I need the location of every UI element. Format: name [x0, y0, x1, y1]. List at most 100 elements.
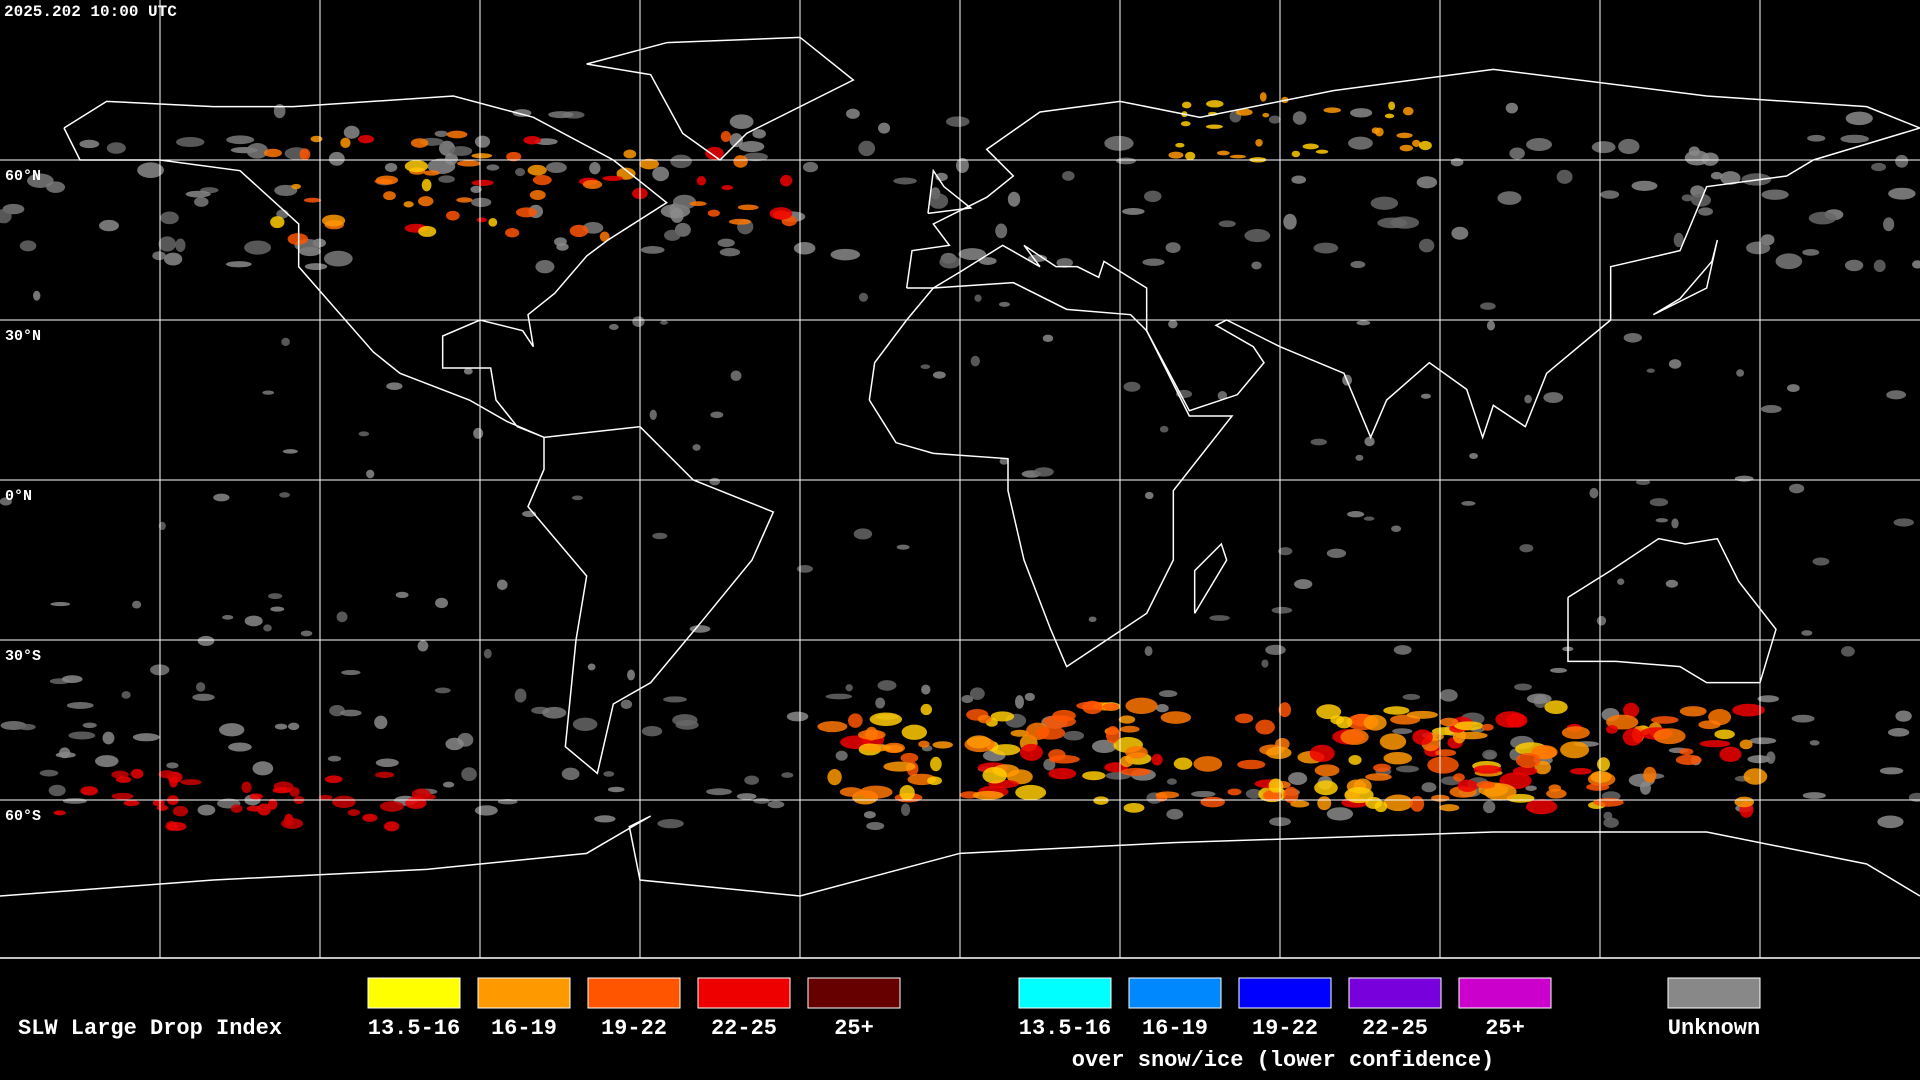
cloud	[717, 238, 735, 248]
cloud	[1291, 175, 1307, 184]
cloud	[418, 225, 437, 237]
cloud	[1144, 646, 1153, 657]
cloud	[226, 135, 255, 145]
cloud	[1010, 729, 1029, 737]
cloud	[869, 712, 903, 727]
cloud	[1893, 518, 1914, 527]
cloud	[175, 238, 186, 253]
cloud	[123, 800, 140, 807]
cloud	[230, 804, 243, 813]
cloud	[1653, 728, 1686, 745]
cloud	[130, 768, 144, 779]
legend-label: 22-25	[711, 1016, 777, 1041]
cloud	[263, 148, 282, 158]
cloud	[287, 233, 309, 245]
cloud	[404, 160, 429, 173]
cloud	[1384, 113, 1395, 119]
cloud	[1525, 799, 1558, 815]
cloud	[1288, 772, 1308, 786]
cloud	[866, 821, 885, 831]
cloud	[1082, 700, 1103, 715]
cloud	[332, 795, 356, 809]
lat-label: 60°S	[5, 808, 41, 825]
cloud	[1155, 791, 1180, 799]
cloud	[663, 696, 687, 703]
cloud	[1383, 794, 1413, 812]
cloud	[1091, 739, 1117, 754]
cloud	[1708, 708, 1732, 726]
cloud	[1314, 764, 1340, 777]
cloud	[1427, 756, 1459, 774]
cloud	[1216, 150, 1230, 156]
cloud	[1330, 715, 1345, 725]
cloud	[180, 779, 202, 786]
cloud	[1457, 779, 1478, 792]
cloud	[1556, 169, 1573, 184]
cloud	[488, 218, 498, 227]
cloud	[1643, 766, 1657, 783]
cloud	[1807, 134, 1826, 142]
legend: SLW Large Drop Index 13.5-16 16-19 19-22 22-…	[18, 977, 1761, 1073]
cloud	[1048, 755, 1080, 764]
cloud	[1519, 544, 1534, 553]
cloud	[137, 162, 164, 178]
cloud	[1373, 763, 1391, 772]
cloud	[158, 521, 166, 531]
cloud	[1278, 547, 1293, 556]
cloud	[59, 747, 71, 759]
cloud	[1209, 615, 1230, 621]
cloud	[1181, 101, 1192, 109]
cloud	[1600, 190, 1620, 199]
cloud	[1158, 690, 1178, 698]
cloud	[1623, 702, 1640, 718]
cloud	[743, 152, 769, 162]
cloud	[219, 723, 245, 737]
cloud	[1292, 111, 1307, 125]
cloud	[166, 822, 187, 831]
cloud	[1227, 788, 1242, 796]
cloud	[328, 151, 345, 166]
legend-swatch	[1238, 977, 1332, 1009]
cloud	[221, 615, 234, 620]
cloud	[1668, 359, 1682, 369]
cloud	[213, 493, 230, 502]
cloud	[1761, 189, 1789, 200]
legend-label: 13.5-16	[368, 1016, 460, 1041]
cloud	[1649, 498, 1669, 507]
grid: 60°N 30°N 0°N 30°S 60°S	[0, 0, 1920, 958]
cloud	[1570, 767, 1592, 775]
cloud	[1105, 725, 1120, 744]
cloud	[1350, 260, 1366, 269]
cloud	[1591, 141, 1616, 154]
cloud	[1265, 746, 1292, 759]
cloud	[321, 214, 346, 227]
cloud	[793, 242, 816, 255]
cloud	[403, 201, 414, 208]
cloud	[1062, 170, 1075, 181]
cloud	[1675, 754, 1702, 766]
cloud	[554, 237, 567, 247]
cloud	[435, 597, 449, 609]
cloud	[1808, 211, 1837, 225]
cloud	[660, 320, 668, 325]
cloud	[1125, 746, 1148, 759]
cloud	[1151, 753, 1163, 766]
cloud	[1383, 751, 1413, 765]
cloud	[1497, 191, 1522, 205]
cloud	[1699, 740, 1731, 748]
cloud	[279, 492, 290, 498]
cloud	[1416, 176, 1438, 189]
cloud	[417, 640, 429, 652]
cloud	[152, 799, 165, 807]
cloud	[545, 162, 567, 173]
cloud	[1544, 700, 1568, 715]
cloud	[845, 684, 853, 692]
cloud	[1193, 756, 1223, 772]
cloud	[930, 756, 942, 772]
cloud	[670, 154, 692, 169]
cloud	[978, 257, 997, 265]
cloud	[1093, 796, 1109, 805]
cloud	[710, 411, 724, 419]
cloud	[106, 142, 126, 154]
cloud	[273, 103, 286, 119]
